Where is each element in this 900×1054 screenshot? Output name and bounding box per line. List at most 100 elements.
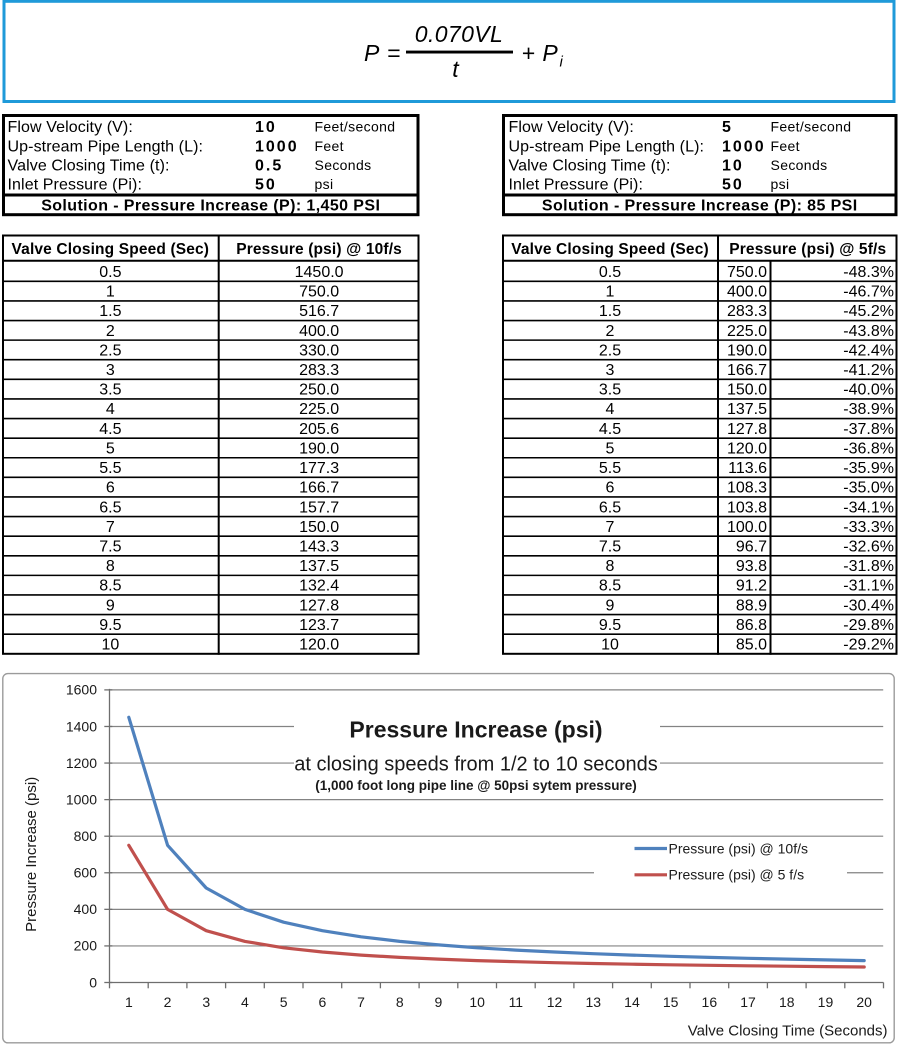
svg-text:400.0: 400.0 bbox=[727, 284, 767, 301]
svg-text:1000: 1000 bbox=[66, 791, 97, 807]
svg-text:4: 4 bbox=[606, 401, 615, 418]
svg-text:Valve Closing Speed (Sec): Valve Closing Speed (Sec) bbox=[12, 241, 210, 258]
svg-text:12: 12 bbox=[547, 994, 563, 1010]
svg-text:at closing speeds from 1/2 to: at closing speeds from 1/2 to 10 seconds bbox=[294, 754, 658, 776]
svg-text:Pressure (psi) @ 5 f/s: Pressure (psi) @ 5 f/s bbox=[669, 867, 805, 883]
svg-text:t: t bbox=[452, 56, 460, 82]
svg-text:8: 8 bbox=[606, 558, 615, 575]
svg-text:14: 14 bbox=[624, 994, 640, 1010]
svg-text:-32.6%: -32.6% bbox=[843, 538, 894, 555]
svg-text:4.5: 4.5 bbox=[99, 421, 121, 438]
svg-text:800: 800 bbox=[74, 828, 98, 844]
svg-text:Inlet Pressure (Pi):: Inlet Pressure (Pi): bbox=[8, 177, 142, 194]
svg-text:2: 2 bbox=[106, 323, 115, 340]
svg-text:-34.1%: -34.1% bbox=[843, 499, 894, 516]
svg-text:Seconds: Seconds bbox=[315, 157, 372, 173]
svg-text:127.8: 127.8 bbox=[727, 421, 767, 438]
svg-text:750.0: 750.0 bbox=[727, 264, 767, 281]
svg-text:-33.3%: -33.3% bbox=[843, 519, 894, 536]
svg-text:-41.2%: -41.2% bbox=[843, 362, 894, 379]
svg-text:8.5: 8.5 bbox=[599, 578, 621, 595]
svg-text:137.5: 137.5 bbox=[299, 558, 339, 575]
svg-text:5: 5 bbox=[106, 440, 115, 457]
svg-text:123.7: 123.7 bbox=[299, 617, 339, 634]
svg-text:9: 9 bbox=[606, 597, 615, 614]
svg-text:5: 5 bbox=[280, 994, 288, 1010]
svg-text:-37.8%: -37.8% bbox=[843, 421, 894, 438]
svg-text:2: 2 bbox=[606, 323, 615, 340]
svg-text:Flow Velocity (V):: Flow Velocity (V): bbox=[509, 119, 634, 136]
svg-text:3: 3 bbox=[202, 994, 210, 1010]
svg-text:120.0: 120.0 bbox=[727, 440, 767, 457]
svg-text:Pressure (psi) @ 5f/s: Pressure (psi) @ 5f/s bbox=[729, 241, 886, 258]
svg-text:11: 11 bbox=[509, 994, 524, 1010]
svg-text:100.0: 100.0 bbox=[727, 519, 767, 536]
svg-text:132.4: 132.4 bbox=[299, 578, 339, 595]
svg-text:Valve Closing Time (t):: Valve Closing Time (t): bbox=[509, 158, 671, 175]
svg-text:3: 3 bbox=[606, 362, 615, 379]
svg-text:-36.8%: -36.8% bbox=[843, 440, 894, 457]
svg-text:143.3: 143.3 bbox=[299, 538, 339, 555]
svg-text:8.5: 8.5 bbox=[99, 578, 121, 595]
svg-text:137.5: 137.5 bbox=[727, 401, 767, 418]
svg-text:6.5: 6.5 bbox=[599, 499, 621, 516]
svg-text:Up-stream Pipe Length (L):: Up-stream Pipe Length (L): bbox=[8, 138, 204, 155]
svg-text:psi: psi bbox=[771, 176, 790, 192]
svg-text:Valve Closing Time (Seconds): Valve Closing Time (Seconds) bbox=[688, 1022, 888, 1039]
svg-text:Pressure Increase (psi): Pressure Increase (psi) bbox=[23, 777, 40, 932]
svg-text:1.5: 1.5 bbox=[99, 303, 121, 320]
svg-text:1600: 1600 bbox=[66, 682, 97, 698]
svg-text:1400: 1400 bbox=[66, 718, 97, 734]
svg-text:19: 19 bbox=[818, 994, 834, 1010]
svg-text:8: 8 bbox=[396, 994, 404, 1010]
svg-text:Valve Closing Speed (Sec): Valve Closing Speed (Sec) bbox=[511, 241, 709, 258]
svg-text:1: 1 bbox=[606, 284, 615, 301]
svg-text:13: 13 bbox=[585, 994, 601, 1010]
svg-text:0.5: 0.5 bbox=[599, 264, 621, 281]
svg-text:4: 4 bbox=[241, 994, 249, 1010]
svg-text:-29.8%: -29.8% bbox=[843, 617, 894, 634]
svg-text:190.0: 190.0 bbox=[727, 342, 767, 359]
svg-text:88.9: 88.9 bbox=[736, 597, 767, 614]
svg-text:4.5: 4.5 bbox=[599, 421, 621, 438]
svg-text:17: 17 bbox=[740, 994, 756, 1010]
svg-text:20: 20 bbox=[856, 994, 872, 1010]
svg-text:15: 15 bbox=[663, 994, 679, 1010]
svg-text:-31.8%: -31.8% bbox=[843, 558, 894, 575]
svg-text:93.8: 93.8 bbox=[736, 558, 767, 575]
svg-text:6: 6 bbox=[106, 480, 115, 497]
svg-text:7.5: 7.5 bbox=[599, 538, 621, 555]
svg-text:3.5: 3.5 bbox=[599, 382, 621, 399]
svg-text:1000: 1000 bbox=[255, 138, 299, 155]
svg-text:205.6: 205.6 bbox=[299, 421, 339, 438]
svg-text:516.7: 516.7 bbox=[299, 303, 339, 320]
svg-text:+ P: + P bbox=[522, 40, 559, 66]
svg-text:10: 10 bbox=[101, 636, 119, 653]
svg-text:Feet/second: Feet/second bbox=[771, 119, 852, 135]
svg-text:7.5: 7.5 bbox=[99, 538, 121, 555]
svg-text:5: 5 bbox=[722, 119, 733, 136]
svg-text:Solution - Pressure Increase (: Solution - Pressure Increase (P): 85 PSI bbox=[542, 197, 858, 214]
svg-text:0.5: 0.5 bbox=[255, 158, 283, 175]
svg-text:psi: psi bbox=[315, 176, 334, 192]
svg-text:9: 9 bbox=[435, 994, 443, 1010]
svg-text:5.5: 5.5 bbox=[99, 460, 121, 477]
svg-text:283.3: 283.3 bbox=[299, 362, 339, 379]
svg-text:166.7: 166.7 bbox=[727, 362, 767, 379]
svg-text:-29.2%: -29.2% bbox=[843, 636, 894, 653]
svg-text:6.5: 6.5 bbox=[99, 499, 121, 516]
svg-text:91.2: 91.2 bbox=[736, 578, 767, 595]
svg-text:1: 1 bbox=[125, 994, 133, 1010]
svg-text:283.3: 283.3 bbox=[727, 303, 767, 320]
svg-text:113.6: 113.6 bbox=[728, 460, 767, 477]
svg-text:86.8: 86.8 bbox=[736, 617, 767, 634]
svg-text:400: 400 bbox=[74, 901, 98, 917]
svg-text:177.3: 177.3 bbox=[299, 460, 339, 477]
svg-text:9.5: 9.5 bbox=[599, 617, 621, 634]
svg-text:0.070VL: 0.070VL bbox=[415, 21, 504, 47]
svg-text:330.0: 330.0 bbox=[299, 342, 339, 359]
svg-text:4: 4 bbox=[106, 401, 115, 418]
svg-text:10: 10 bbox=[601, 636, 619, 653]
svg-text:Solution - Pressure Increase (: Solution - Pressure Increase (P): 1,450 … bbox=[41, 197, 380, 214]
svg-text:2.5: 2.5 bbox=[599, 342, 621, 359]
